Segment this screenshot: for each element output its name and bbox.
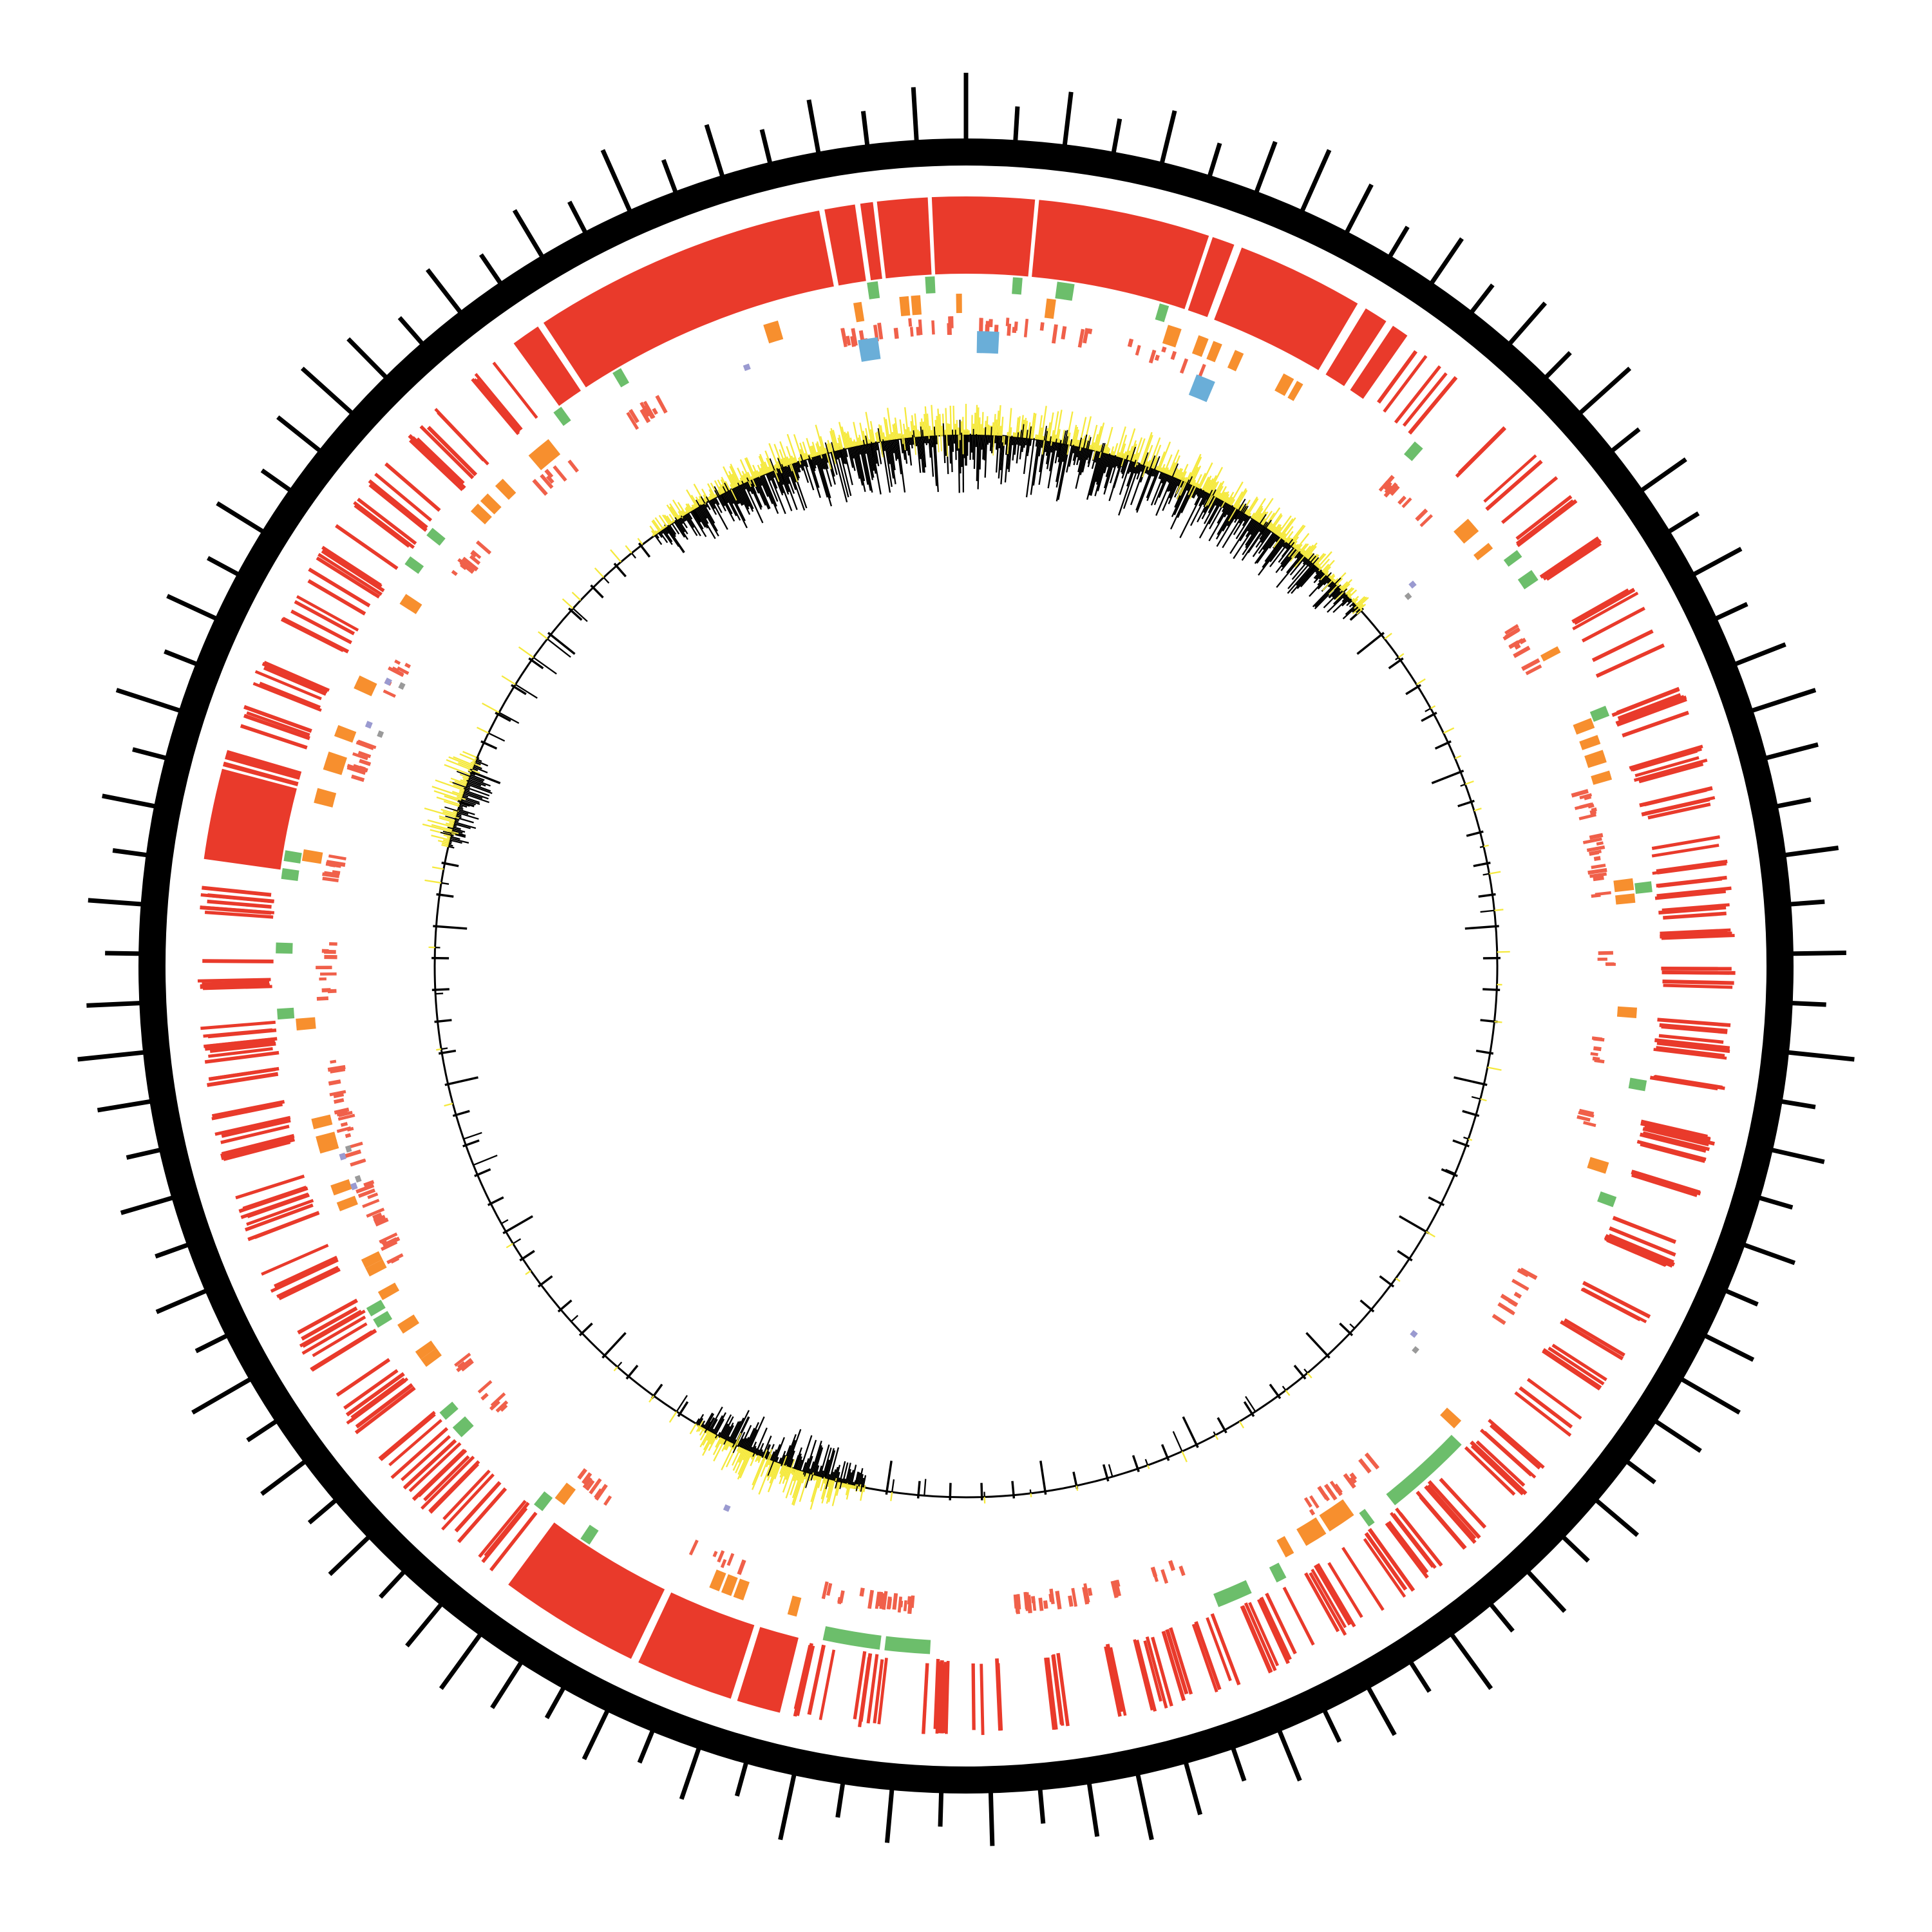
track-red-features <box>197 196 1736 1736</box>
backbone-ring <box>138 138 1794 1794</box>
gc-skew-plot <box>422 404 1510 1510</box>
track-orange-blocks <box>296 294 1637 1617</box>
track-gray-dashes <box>345 592 1419 1354</box>
track-green-blocks <box>276 276 1653 1654</box>
track-blue-blocks <box>858 331 1215 402</box>
track-tomato-dashes <box>316 316 1616 1615</box>
outer-ticks <box>77 73 1855 1846</box>
track-purple-dashes <box>339 363 1418 1512</box>
